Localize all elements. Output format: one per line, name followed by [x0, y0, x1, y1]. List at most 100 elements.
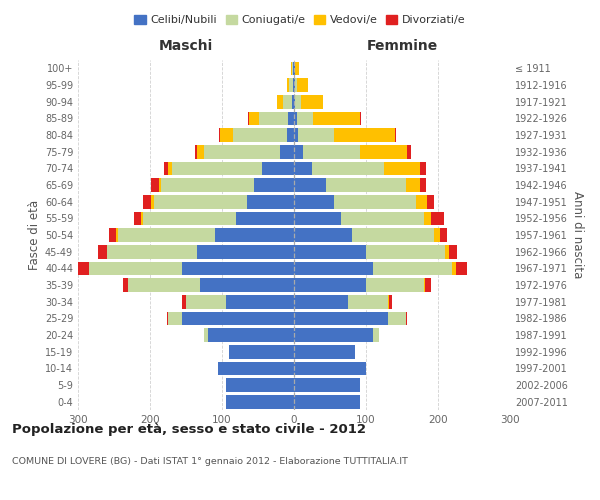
Bar [219, 128, 220, 142]
Bar [360, 145, 407, 158]
Bar [373, 328, 379, 342]
Bar [247, 195, 294, 208]
Bar [294, 328, 373, 342]
Bar [294, 145, 302, 158]
Bar [427, 195, 434, 208]
Bar [294, 228, 352, 242]
Bar [425, 278, 431, 292]
Bar [294, 112, 297, 125]
Bar [277, 95, 283, 108]
Bar [294, 62, 295, 75]
Bar [445, 245, 449, 258]
Bar [182, 312, 294, 325]
Bar [154, 195, 247, 208]
Bar [143, 212, 236, 225]
Bar [116, 228, 118, 242]
Bar [262, 162, 294, 175]
Bar [294, 178, 326, 192]
Bar [434, 228, 440, 242]
Bar [172, 162, 262, 175]
Bar [289, 78, 293, 92]
Bar [295, 95, 301, 108]
Bar [407, 145, 410, 158]
Bar [107, 245, 197, 258]
Bar [76, 262, 89, 275]
Bar [406, 312, 407, 325]
Bar [142, 212, 143, 225]
Bar [456, 262, 467, 275]
Bar [229, 345, 294, 358]
Bar [294, 362, 366, 375]
Bar [294, 262, 373, 275]
Bar [294, 195, 334, 208]
Bar [254, 178, 294, 192]
Bar [98, 245, 107, 258]
Bar [348, 295, 388, 308]
Bar [366, 278, 424, 292]
Bar [89, 262, 182, 275]
Bar [302, 145, 360, 158]
Bar [204, 145, 280, 158]
Bar [294, 345, 355, 358]
Text: Maschi: Maschi [159, 39, 213, 53]
Bar [298, 128, 334, 142]
Bar [168, 312, 182, 325]
Bar [197, 145, 204, 158]
Bar [313, 112, 359, 125]
Bar [226, 295, 294, 308]
Bar [194, 145, 197, 158]
Bar [197, 245, 294, 258]
Bar [294, 212, 341, 225]
Bar [151, 178, 158, 192]
Bar [215, 228, 294, 242]
Bar [431, 212, 444, 225]
Bar [452, 262, 456, 275]
Bar [220, 128, 233, 142]
Bar [352, 228, 434, 242]
Bar [312, 162, 384, 175]
Bar [158, 178, 161, 192]
Bar [283, 95, 292, 108]
Bar [406, 178, 420, 192]
Bar [297, 78, 308, 92]
Bar [164, 162, 168, 175]
Bar [292, 95, 294, 108]
Legend: Celibi/Nubili, Coniugati/e, Vedovi/e, Divorziati/e: Celibi/Nubili, Coniugati/e, Vedovi/e, Di… [130, 10, 470, 30]
Bar [366, 245, 445, 258]
Bar [294, 245, 366, 258]
Bar [248, 112, 259, 125]
Bar [151, 195, 154, 208]
Bar [301, 95, 323, 108]
Bar [294, 162, 312, 175]
Bar [359, 112, 361, 125]
Bar [294, 278, 366, 292]
Bar [395, 128, 396, 142]
Text: Popolazione per età, sesso e stato civile - 2012: Popolazione per età, sesso e stato civil… [12, 422, 366, 436]
Bar [297, 112, 313, 125]
Bar [420, 178, 426, 192]
Bar [233, 128, 287, 142]
Bar [161, 178, 254, 192]
Bar [341, 212, 424, 225]
Bar [388, 295, 389, 308]
Bar [280, 145, 294, 158]
Bar [294, 78, 295, 92]
Bar [204, 328, 208, 342]
Bar [294, 95, 295, 108]
Bar [416, 195, 427, 208]
Bar [167, 312, 168, 325]
Bar [384, 162, 420, 175]
Bar [420, 162, 426, 175]
Bar [326, 178, 406, 192]
Bar [236, 212, 294, 225]
Bar [440, 228, 448, 242]
Bar [182, 295, 186, 308]
Y-axis label: Fasce di età: Fasce di età [28, 200, 41, 270]
Bar [118, 228, 215, 242]
Bar [208, 328, 294, 342]
Bar [168, 162, 172, 175]
Bar [294, 378, 360, 392]
Bar [288, 112, 294, 125]
Bar [291, 62, 292, 75]
Bar [186, 295, 226, 308]
